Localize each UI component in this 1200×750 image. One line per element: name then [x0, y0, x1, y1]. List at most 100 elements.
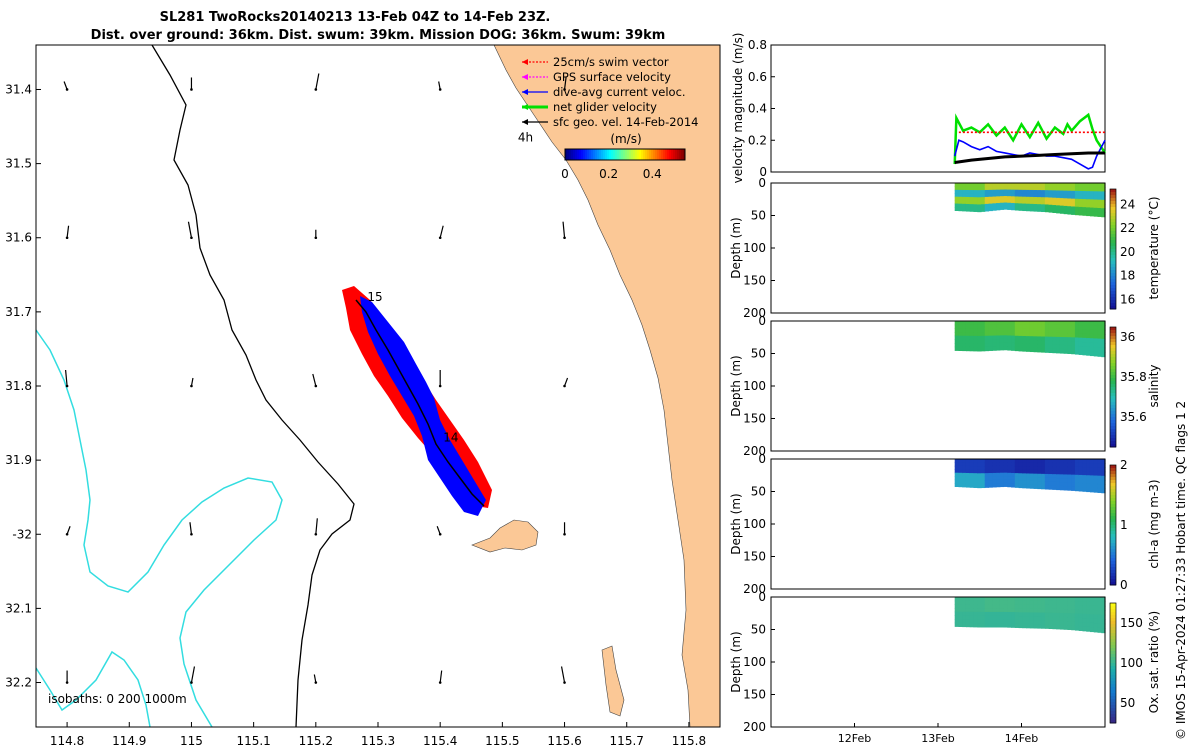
- section-cell: [1093, 199, 1099, 205]
- section-cell: [1089, 333, 1095, 339]
- vel-y-tick-label: 0.2: [748, 133, 767, 147]
- section-colorbar-segment: [1110, 390, 1116, 394]
- section-cell: [996, 203, 1001, 207]
- map-x-tick-label: 115.2: [299, 734, 333, 748]
- section-cell: [988, 480, 993, 485]
- section-cell: [1003, 189, 1008, 194]
- section-cell: [1097, 479, 1102, 485]
- section-cell: [1052, 197, 1057, 202]
- section-colorbar-segment: [1110, 630, 1116, 634]
- section-colorbar-tick: 24: [1120, 197, 1135, 211]
- section-cell: [973, 459, 978, 464]
- section-cell: [1071, 621, 1076, 627]
- section-colorbar-segment: [1110, 201, 1116, 205]
- geo-arrow-head: [314, 384, 318, 388]
- section-cell: [1071, 206, 1076, 211]
- section-cell: [958, 597, 963, 602]
- section-colorbar-segment: [1110, 690, 1116, 694]
- section-cell: [1044, 183, 1050, 188]
- section-colorbar-segment: [1110, 624, 1116, 628]
- section-cell: [1014, 189, 1020, 194]
- section-cell: [992, 623, 997, 628]
- section-cell: [1041, 348, 1046, 353]
- section-cell: [965, 604, 971, 609]
- section-cell: [984, 476, 990, 481]
- section-cell: [958, 600, 963, 605]
- section-cell: [984, 339, 990, 344]
- section-cell: [984, 480, 990, 485]
- section-cell: [1026, 347, 1031, 352]
- section-cell: [999, 619, 1005, 624]
- section-cell: [1037, 193, 1042, 198]
- section-cell: [1041, 616, 1046, 621]
- section-colorbar-segment: [1110, 402, 1116, 406]
- section-cell: [1041, 340, 1046, 345]
- section-cell: [996, 183, 1001, 187]
- geo-arrow: [63, 81, 68, 90]
- section-cell: [1044, 208, 1050, 213]
- section-cell: [1071, 609, 1076, 614]
- section-cell: [1067, 329, 1072, 334]
- geo-arrow: [64, 369, 68, 387]
- section-cell: [984, 346, 990, 352]
- section-cell: [1097, 203, 1102, 209]
- section-cell: [1093, 211, 1099, 217]
- section-cell: [965, 321, 971, 326]
- section-cell: [1089, 609, 1095, 615]
- section-cell: [977, 604, 982, 609]
- section-cell: [1089, 338, 1095, 344]
- section-cell: [1033, 190, 1038, 195]
- section-cell: [1033, 207, 1038, 212]
- section-cell: [1063, 625, 1069, 630]
- section-cell: [965, 343, 971, 348]
- section-cell: [1022, 321, 1027, 326]
- section-cell: [1093, 338, 1099, 344]
- section-cell: [1059, 462, 1065, 468]
- section-cell: [1093, 459, 1099, 464]
- section-cell: [1044, 197, 1050, 202]
- section-cell: [1007, 608, 1012, 613]
- section-colorbar-segment: [1110, 273, 1116, 277]
- section-cell: [965, 476, 971, 481]
- section-cell: [1071, 190, 1076, 196]
- section-cell: [996, 611, 1001, 617]
- section-cell: [965, 207, 971, 212]
- section-cell: [973, 204, 978, 209]
- section-cell: [1067, 486, 1072, 491]
- geo-arrow: [187, 221, 193, 238]
- section-cell: [1037, 473, 1042, 479]
- section-colorbar-segment: [1110, 264, 1116, 268]
- section-cell: [981, 197, 986, 202]
- section-cell: [1014, 604, 1020, 609]
- section-cell: [999, 462, 1005, 467]
- section-cell: [1093, 467, 1099, 473]
- section-cell: [1052, 201, 1057, 206]
- map-y-tick-label: -32: [12, 527, 32, 541]
- section-cell: [1022, 484, 1027, 489]
- section-cell: [969, 462, 975, 467]
- colorbar-segment: [673, 149, 676, 160]
- section-cell: [1003, 324, 1008, 329]
- section-cell: [973, 476, 978, 481]
- section-cell: [1097, 347, 1102, 353]
- section-cell: [1101, 204, 1106, 209]
- section-cell: [1026, 339, 1031, 345]
- section-cell: [1022, 183, 1027, 188]
- section-cell: [1097, 614, 1102, 620]
- colorbar-segment: [605, 149, 608, 160]
- section-cell: [1033, 469, 1038, 475]
- section-cell: [958, 346, 963, 351]
- section-cell: [1018, 476, 1023, 481]
- section-cell: [1059, 474, 1065, 479]
- section-cell: [1033, 183, 1038, 188]
- section-cell: [1011, 183, 1016, 187]
- section-cell: [954, 321, 960, 326]
- section-cell: [962, 472, 967, 477]
- section-cell: [1089, 346, 1095, 352]
- section-colorbar-segment: [1110, 711, 1116, 715]
- section-cell: [958, 622, 963, 627]
- section-cell: [1082, 622, 1087, 628]
- section-cell: [1086, 601, 1091, 607]
- section-cell: [988, 321, 993, 326]
